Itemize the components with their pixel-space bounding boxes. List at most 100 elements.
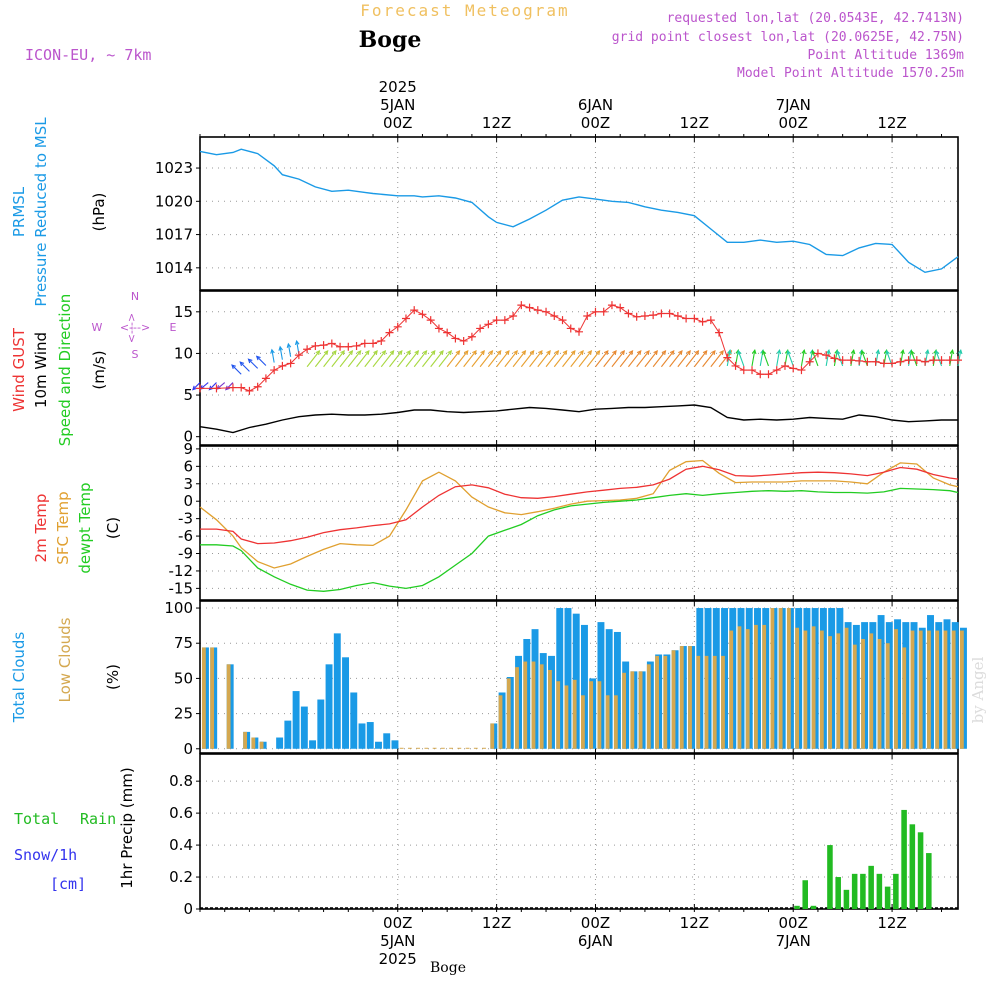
wind-arrow-head [612,350,617,356]
wind-arrow-head [811,349,816,355]
wind-arrow [737,350,745,367]
top-time-label: 00Z [383,114,412,132]
wind-arrow-head [521,350,527,356]
gust-marker [863,357,872,366]
precip-bars [794,809,932,909]
wind-arrow-head [480,350,485,356]
gust-marker [517,301,526,310]
low-cloud-bar [943,630,948,749]
wind-arrow-head [455,350,461,356]
wind-arrow [339,350,353,368]
wind-arrow [479,350,493,368]
gust-marker [360,339,369,348]
gust-marker [954,356,962,365]
rain-bar [893,873,899,909]
gust-marker [929,356,938,365]
low-cloud-bar [852,644,857,749]
low-cloud-bar [655,655,659,749]
gust-marker [888,359,897,368]
low-cloud-bar [696,655,701,749]
gust-marker [583,311,592,320]
wind-arrow-head [727,348,732,355]
gust-marker [896,357,905,366]
low-cloud-bar [597,681,602,749]
wind-arrow-head [751,348,757,355]
wind-arrow [800,350,805,367]
wind-arrow [825,350,830,367]
wind-arrow [836,350,844,367]
temp-frame [199,445,959,601]
low-cloud-bar [581,695,585,749]
rain-bar [868,865,874,909]
compass-n: N [131,290,139,303]
low-cloud-bar [737,626,742,749]
y-tick-label: 75 [174,634,193,652]
wind-arrow [520,350,535,368]
low-cloud-bar [243,731,248,749]
y-tick-label: 1014 [155,259,193,277]
wind-arrow-head [678,350,683,356]
gust-marker [748,366,757,375]
gust-marker [245,386,254,395]
top-time-label: 00Z [779,114,808,132]
low-cloud-bar [613,695,618,749]
wind-arrow-head [231,364,236,370]
wind-arrow [380,350,395,368]
wind-arrow [372,350,386,368]
wind-arrow [910,350,918,367]
total-cloud-bar [564,608,572,749]
low-cloud-bar [712,655,717,749]
dewpt-temp-line [200,487,959,592]
wind-arrow [751,350,756,367]
low-cloud-bar [556,681,561,749]
y-tick-label: 0 [183,740,193,758]
rain-bar [835,877,841,909]
pressure-unit: (hPa) [90,193,108,232]
low-cloud-bar [449,747,453,749]
gust-marker [484,320,493,329]
top-time-label: 00Z [581,114,610,132]
wind-arrow [702,350,716,368]
gust-marker [278,361,287,370]
total-cloud-bar [350,692,358,749]
total-cloud-bar [333,633,341,749]
wind-arrow-head [463,350,469,356]
gust-marker [649,311,658,320]
gust-marker [632,312,641,321]
gust-marker [525,303,534,312]
rain-bar [827,845,833,909]
gust-marker [558,316,567,325]
wind-arrow-head [776,348,782,355]
gust-marker [385,328,394,337]
total-cloud-bar [276,737,284,749]
bottom-time-label: 12Z [482,914,511,932]
wind-arrow [578,350,592,368]
low-cloud-bar [630,671,635,749]
wind-arrow-head [270,348,275,354]
gust-marker [822,351,831,360]
gust-marker [599,307,608,316]
wind-arrow [603,350,617,368]
wind-arrow [356,350,370,368]
wind-arrow-head [278,345,283,351]
wind-arrow-head [603,350,609,356]
wind-arrow [471,350,485,368]
total-cloud-bar [309,740,317,749]
wind-arrow-head [513,350,518,356]
y-tick-label: 25 [174,705,193,723]
wind-arrow [323,350,337,368]
wind-arrow-head [472,350,477,356]
gust-marker [706,316,715,325]
wind-arrow-head [669,350,675,356]
gust-marker [780,361,789,370]
gust-marker [624,309,633,318]
model-altitude: Model Point Altitude 1570.25m [737,66,964,81]
wind-arrow [762,350,770,367]
wind-arrow-head [686,350,691,356]
y-tick-label: 3 [183,475,193,493]
wind-arrow [463,350,477,368]
wind-arrow [710,350,724,368]
total-cloud-bar [317,699,325,749]
low-cloud-bar [416,747,421,749]
total-cloud-bar [375,741,382,749]
